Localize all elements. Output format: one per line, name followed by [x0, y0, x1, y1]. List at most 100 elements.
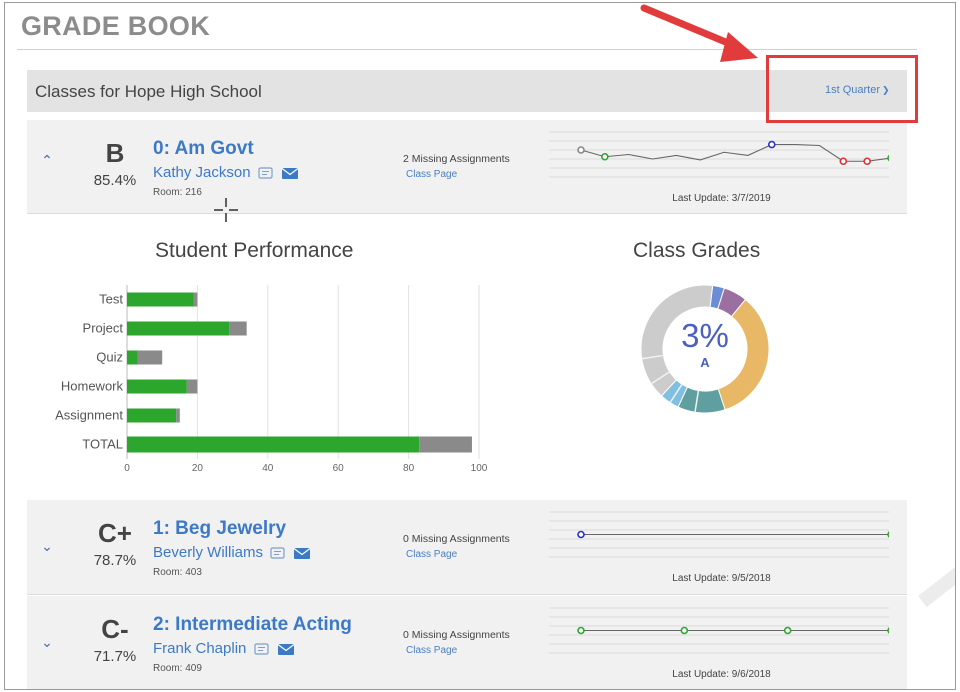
donut-divider [650, 371, 671, 385]
x-tick-label: 100 [471, 463, 488, 474]
quarter-dropdown[interactable]: 1st Quarter ❯ [825, 84, 890, 96]
x-tick-label: 60 [333, 463, 345, 474]
category-label: TOTAL [82, 437, 123, 452]
donut-center-value: 3% [681, 317, 729, 354]
last-update: Last Update: 9/5/2018 [672, 573, 771, 584]
sparkline-point [577, 146, 585, 154]
email-icon[interactable] [277, 643, 295, 656]
chevron-down-icon[interactable]: ⌄ [41, 634, 53, 650]
donut-divider [669, 383, 683, 404]
x-tick-label: 40 [262, 463, 274, 474]
missing-assignments: 2 Missing Assignments [403, 153, 510, 165]
category-label: Homework [61, 379, 124, 394]
sparkline-point [577, 530, 585, 539]
sparkline-point [577, 626, 585, 635]
sparkline-point [767, 140, 776, 149]
sparkline-point [680, 626, 689, 635]
class-name-link[interactable]: 0: Am Govt [153, 138, 254, 159]
missing-assignments: 0 Missing Assignments [403, 629, 510, 641]
room-number: Room: 403 [153, 567, 202, 578]
class-page-link[interactable]: Class Page [406, 645, 458, 656]
room-number: Room: 216 [153, 187, 202, 198]
grade-trend-sparkline [549, 607, 889, 654]
category-label: Assignment [55, 408, 123, 423]
last-update: Last Update: 9/6/2018 [672, 669, 771, 680]
sparkline-point [887, 627, 889, 634]
bar-segment [229, 321, 247, 336]
quarter-label: 1st Quarter [825, 84, 881, 96]
bar-segment [127, 350, 138, 365]
sparkline-point [863, 157, 871, 166]
grade-trend-sparkline [549, 511, 889, 558]
x-tick-label: 80 [403, 463, 415, 474]
grade-letter: C+ [98, 518, 132, 548]
sparkline-point [839, 157, 848, 166]
email-icon[interactable] [293, 547, 311, 560]
sparkline-point [887, 154, 889, 162]
chevron-up-icon[interactable]: ⌃ [41, 152, 53, 168]
donut-slice [640, 284, 714, 397]
x-tick-label: 0 [124, 463, 130, 474]
class-row: ⌄ C+ 78.7% 1: Beg Jewelry Beverly Willia… [27, 500, 907, 595]
class-name-link[interactable]: 2: Intermediate Acting [153, 614, 352, 635]
title-divider [17, 49, 917, 50]
sparkline-point [783, 626, 792, 635]
bar-segment [127, 321, 230, 336]
class-row: ⌃ B 85.4% 0: Am Govt Kathy Jackson Room:… [27, 120, 907, 214]
room-number: Room: 409 [153, 663, 202, 674]
bar-segment [186, 379, 198, 394]
class-row: ⌄ C- 71.7% 2: Intermediate Acting Frank … [27, 596, 907, 689]
school-bar: Classes for Hope High School 1st Quarter… [27, 70, 907, 112]
bar-segment [193, 292, 198, 307]
class-page-link[interactable]: Class Page [406, 169, 458, 180]
teacher-name: Frank Chaplin [153, 640, 247, 657]
sparkline-line [580, 144, 889, 162]
donut-center-label: A [700, 355, 710, 370]
bar-segment [137, 350, 163, 365]
teacher-link[interactable]: Beverly Williams [153, 544, 311, 561]
class-name-link[interactable]: 1: Beg Jewelry [153, 518, 287, 539]
teacher-name: Beverly Williams [153, 544, 264, 561]
contact-card-icon[interactable] [270, 546, 286, 560]
grade-letter: B [105, 138, 125, 168]
bar-segment [419, 436, 472, 453]
sparkline-point [601, 152, 609, 161]
crosshair-cursor-icon [214, 198, 238, 222]
chevron-down-icon: ❯ [882, 85, 890, 95]
gradebook-frame: GRADE BOOK Classes for Hope High School … [4, 2, 956, 690]
email-icon[interactable] [281, 167, 299, 180]
donut-divider [641, 354, 664, 360]
contact-card-icon[interactable] [253, 642, 270, 656]
teacher-link[interactable]: Kathy Jackson [153, 164, 299, 181]
contact-card-icon[interactable] [258, 166, 274, 180]
bar-segment [127, 408, 177, 423]
x-tick-label: 20 [192, 463, 204, 474]
red-arrow-icon [640, 4, 758, 62]
grade-percent: 71.7% [93, 648, 137, 665]
teacher-link[interactable]: Frank Chaplin [153, 640, 295, 657]
grade-letter: C- [101, 614, 129, 644]
bar-segment [127, 292, 194, 307]
donut-divider [694, 390, 700, 413]
category-label: Quiz [96, 350, 123, 365]
watermark-stripe [918, 552, 955, 608]
grades-chart-title: Class Grades [633, 239, 761, 262]
bar-segment [127, 379, 187, 394]
category-label: Project [83, 321, 124, 336]
class-page-link[interactable]: Class Page [406, 549, 458, 560]
grade-percent: 78.7% [93, 552, 137, 569]
class-grades-donut [640, 284, 770, 414]
last-update: Last Update: 3/7/2019 [672, 193, 771, 204]
chevron-down-icon[interactable]: ⌄ [41, 538, 53, 554]
school-name: Classes for Hope High School [35, 82, 262, 101]
grade-percent: 85.4% [93, 172, 137, 189]
class-detail-panel: Student Performance 0 20 40 60 80 100 Test Proj… [27, 215, 907, 500]
page-title: GRADE BOOK [21, 11, 211, 41]
category-label: Test [99, 292, 123, 307]
performance-chart-title: Student Performance [155, 239, 354, 262]
teacher-name: Kathy Jackson [153, 164, 251, 181]
grade-trend-sparkline [549, 131, 889, 178]
missing-assignments: 0 Missing Assignments [403, 533, 510, 545]
student-performance-chart: 0 20 40 60 80 100 Test Project Quiz Homework Assig… [55, 285, 488, 474]
bar-segment [176, 408, 180, 423]
